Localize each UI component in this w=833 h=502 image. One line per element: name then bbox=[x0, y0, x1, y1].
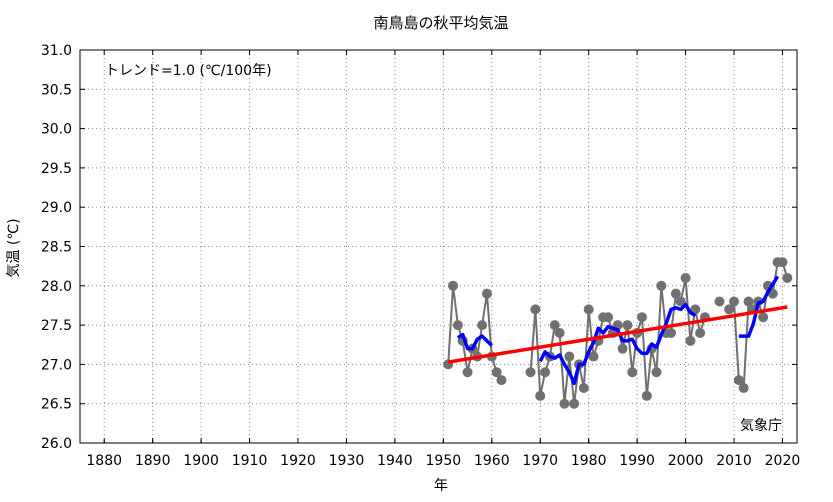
x-tick-label: 1990 bbox=[619, 453, 655, 469]
y-tick-label: 31.0 bbox=[41, 43, 72, 59]
data-point bbox=[588, 351, 599, 362]
data-point bbox=[525, 367, 536, 378]
data-point bbox=[777, 257, 788, 268]
data-point bbox=[738, 382, 749, 393]
x-tick-label: 1960 bbox=[474, 453, 510, 469]
data-point bbox=[617, 343, 628, 354]
x-tick-label: 2020 bbox=[765, 453, 801, 469]
chart-title: 南鳥島の秋平均気温 bbox=[373, 14, 508, 32]
data-point bbox=[651, 367, 662, 378]
y-tick-label: 26.5 bbox=[41, 397, 72, 413]
x-tick-label: 1930 bbox=[329, 453, 365, 469]
annual-line bbox=[728, 261, 789, 389]
running-mean-line bbox=[456, 332, 494, 351]
trend-annotation: トレンド=1.0 (℃/100年) bbox=[105, 63, 272, 79]
x-tick-label: 2010 bbox=[716, 453, 752, 469]
x-tick-label: 1950 bbox=[426, 453, 462, 469]
grid bbox=[80, 49, 797, 444]
data-point bbox=[733, 375, 744, 386]
data-point bbox=[462, 367, 473, 378]
data-point bbox=[540, 367, 551, 378]
y-tick-label: 26.0 bbox=[41, 436, 72, 452]
x-tick-label: 2000 bbox=[668, 453, 704, 469]
data-point bbox=[535, 390, 546, 401]
y-tick-label: 29.5 bbox=[41, 161, 72, 177]
x-axis-label: 年 bbox=[434, 478, 448, 494]
data-point bbox=[729, 296, 740, 307]
y-tick-label: 29.0 bbox=[41, 200, 72, 216]
data-point bbox=[564, 351, 575, 362]
x-tick-label: 1970 bbox=[522, 453, 558, 469]
data-point bbox=[743, 296, 754, 307]
data-point bbox=[481, 288, 492, 299]
data-point bbox=[603, 312, 614, 323]
credit-label: 気象庁 bbox=[740, 418, 782, 434]
data-point bbox=[559, 398, 570, 409]
y-tick-label: 27.0 bbox=[41, 357, 72, 373]
data-point bbox=[695, 327, 706, 338]
x-tick-label: 1980 bbox=[571, 453, 607, 469]
data-point bbox=[714, 296, 725, 307]
data-point bbox=[578, 382, 589, 393]
data-point bbox=[448, 280, 459, 291]
data-point bbox=[627, 367, 638, 378]
data-point bbox=[583, 304, 594, 315]
data-point bbox=[554, 327, 565, 338]
running-mean-line bbox=[538, 302, 697, 386]
data-point bbox=[782, 272, 793, 283]
data-point bbox=[670, 288, 681, 299]
y-tick-label: 30.5 bbox=[41, 82, 72, 98]
data-point bbox=[491, 367, 502, 378]
y-tick-label: 28.5 bbox=[41, 240, 72, 256]
data-point bbox=[758, 312, 769, 323]
data-point bbox=[690, 304, 701, 315]
data-point bbox=[685, 335, 696, 346]
y-tick-label: 30.0 bbox=[41, 122, 72, 138]
annual-line bbox=[447, 284, 503, 381]
x-tick-label: 1880 bbox=[86, 453, 122, 469]
y-axis-label: 気温 (℃) bbox=[6, 218, 22, 277]
data-point bbox=[656, 280, 667, 291]
data-point bbox=[680, 272, 691, 283]
data-point bbox=[569, 398, 580, 409]
trend-line bbox=[447, 305, 788, 364]
x-tick-label: 1920 bbox=[280, 453, 316, 469]
x-tick-label: 1890 bbox=[135, 453, 171, 469]
x-tick-label: 1940 bbox=[377, 453, 413, 469]
data-point bbox=[477, 320, 488, 331]
data-point bbox=[724, 304, 735, 315]
y-tick-label: 27.5 bbox=[41, 318, 72, 334]
x-tick-label: 1910 bbox=[232, 453, 268, 469]
data-point bbox=[622, 320, 633, 331]
data-point bbox=[675, 296, 686, 307]
y-tick-label: 28.0 bbox=[41, 279, 72, 295]
data-point bbox=[549, 320, 560, 331]
data-point bbox=[636, 312, 647, 323]
plot-area bbox=[443, 257, 793, 409]
data-point bbox=[452, 320, 463, 331]
data-point bbox=[641, 390, 652, 401]
data-point bbox=[496, 375, 507, 386]
plot-frame bbox=[79, 49, 798, 444]
ticks: 26.0 26.5 27.0 27.5 28.0 28.5 29.0 29.5 30.0 30.5… bbox=[41, 43, 800, 469]
x-tick-label: 1900 bbox=[183, 453, 219, 469]
data-point bbox=[666, 327, 677, 338]
running-mean-line bbox=[738, 275, 780, 338]
data-point bbox=[530, 304, 541, 315]
